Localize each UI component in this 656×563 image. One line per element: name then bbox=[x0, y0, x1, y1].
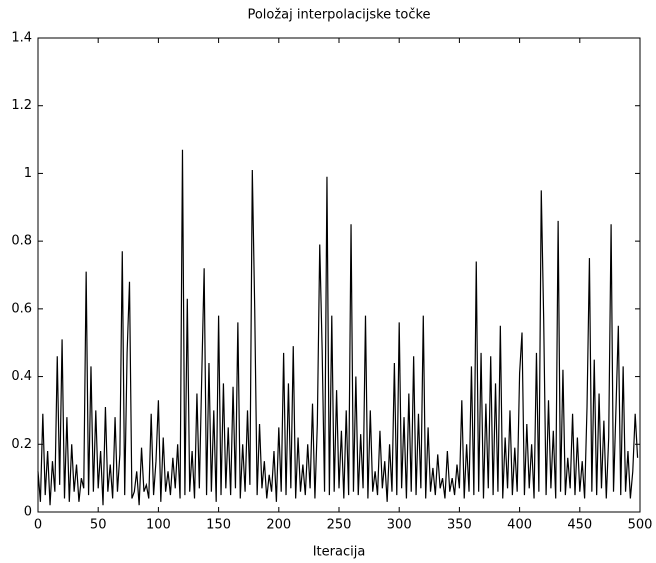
y-tick-label: 1.2 bbox=[11, 98, 32, 113]
y-tick-label: 1.4 bbox=[11, 31, 32, 46]
x-tick-label: 450 bbox=[567, 518, 592, 533]
y-tick-label: 0 bbox=[24, 505, 32, 520]
y-tick-label: 0.8 bbox=[11, 234, 32, 249]
y-tick-label: 0.6 bbox=[11, 301, 32, 316]
x-tick-label: 100 bbox=[146, 518, 171, 533]
data-line bbox=[37, 149, 639, 506]
x-tick-label: 500 bbox=[628, 518, 653, 533]
x-tick-label: 150 bbox=[206, 518, 231, 533]
x-tick-label: 200 bbox=[266, 518, 291, 533]
y-tick-label: 1 bbox=[24, 166, 32, 181]
x-tick-label: 300 bbox=[387, 518, 412, 533]
y-tick-label: 0.4 bbox=[11, 369, 32, 384]
x-tick-label: 0 bbox=[34, 518, 42, 533]
x-axis-label: Iteracija bbox=[313, 545, 366, 560]
x-tick-label: 350 bbox=[447, 518, 472, 533]
x-tick-label: 250 bbox=[327, 518, 352, 533]
x-tick-label: 50 bbox=[90, 518, 107, 533]
chart-title: Položaj interpolacijske točke bbox=[247, 8, 430, 23]
x-tick-label: 400 bbox=[507, 518, 532, 533]
y-tick-label: 0.2 bbox=[11, 437, 32, 452]
